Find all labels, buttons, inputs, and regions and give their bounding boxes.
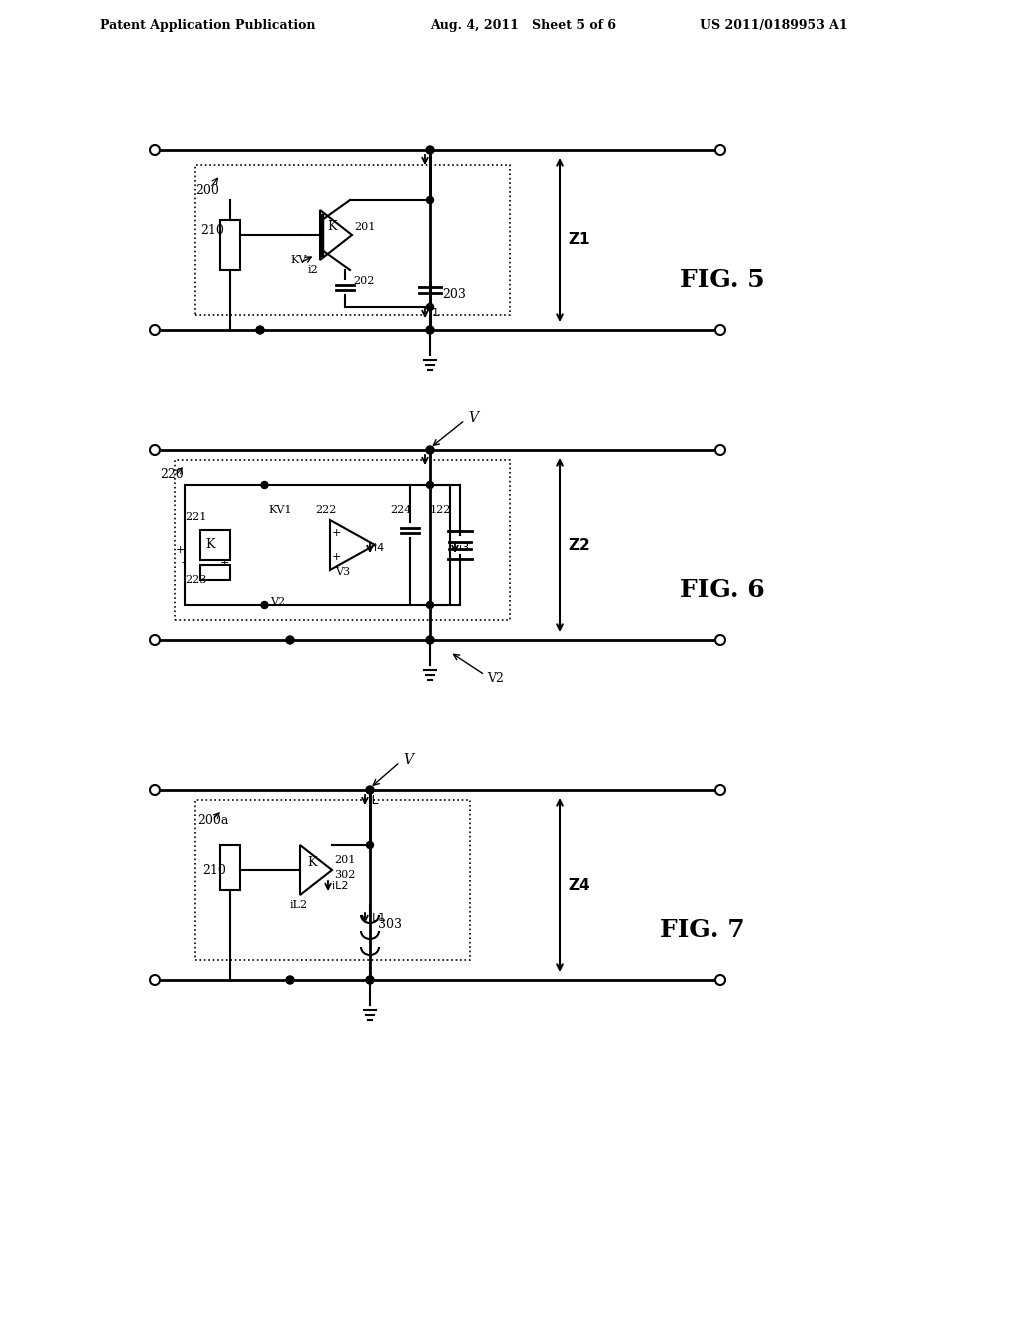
Circle shape: [426, 326, 434, 334]
Circle shape: [150, 325, 160, 335]
Circle shape: [715, 325, 725, 335]
Bar: [220, 220, 240, 271]
Bar: [175, 459, 510, 620]
Circle shape: [427, 602, 433, 609]
Text: +: +: [332, 528, 341, 539]
Circle shape: [426, 636, 434, 644]
Text: i: i: [429, 153, 432, 166]
Circle shape: [715, 145, 725, 154]
Text: -: -: [181, 558, 185, 568]
Circle shape: [715, 785, 725, 795]
Circle shape: [150, 635, 160, 645]
Text: 201: 201: [354, 222, 376, 232]
Text: V3: V3: [335, 568, 350, 577]
Circle shape: [715, 635, 725, 645]
Text: 201: 201: [334, 855, 355, 865]
Text: FIG. 6: FIG. 6: [680, 578, 765, 602]
Circle shape: [150, 975, 160, 985]
Bar: [220, 845, 240, 890]
Text: US 2011/0189953 A1: US 2011/0189953 A1: [700, 18, 848, 32]
Circle shape: [286, 975, 294, 983]
Text: FIG. 7: FIG. 7: [660, 917, 744, 942]
Text: 200a: 200a: [197, 813, 228, 826]
Text: K: K: [307, 855, 316, 869]
Circle shape: [427, 197, 433, 203]
Text: V: V: [403, 752, 413, 767]
Bar: [185, 484, 450, 605]
Text: +: +: [176, 545, 185, 554]
Text: 203: 203: [442, 289, 466, 301]
Bar: [200, 565, 230, 579]
Text: 221: 221: [185, 512, 207, 521]
Text: 210: 210: [200, 223, 224, 236]
Text: 202: 202: [353, 276, 375, 286]
Circle shape: [150, 145, 160, 154]
Text: V2: V2: [270, 597, 285, 607]
Text: i4: i4: [374, 543, 384, 553]
Text: V: V: [468, 411, 478, 425]
Text: 122: 122: [430, 506, 452, 515]
Text: i1: i1: [429, 308, 439, 318]
Bar: [195, 165, 510, 315]
Circle shape: [256, 326, 263, 334]
Text: 200: 200: [195, 183, 219, 197]
Circle shape: [286, 636, 294, 644]
Circle shape: [150, 445, 160, 455]
Circle shape: [287, 977, 294, 983]
Text: KV1: KV1: [268, 506, 292, 515]
Text: FIG. 5: FIG. 5: [680, 268, 765, 292]
Circle shape: [367, 842, 374, 849]
Text: 223: 223: [185, 576, 207, 585]
Circle shape: [427, 304, 433, 310]
Text: i3: i3: [459, 543, 469, 553]
Text: iL2: iL2: [290, 900, 308, 909]
Text: 210: 210: [202, 863, 226, 876]
Circle shape: [150, 785, 160, 795]
Text: Z2: Z2: [568, 537, 590, 553]
Text: 222: 222: [315, 506, 336, 515]
Circle shape: [366, 975, 374, 983]
Circle shape: [426, 147, 434, 154]
Circle shape: [261, 602, 268, 609]
Circle shape: [366, 785, 374, 795]
Text: i: i: [429, 454, 432, 466]
Text: iL: iL: [369, 793, 380, 807]
Circle shape: [715, 975, 725, 985]
Circle shape: [427, 482, 433, 488]
Text: Z1: Z1: [568, 232, 590, 248]
Text: KV: KV: [290, 255, 306, 265]
Bar: [200, 531, 230, 560]
Circle shape: [426, 446, 434, 454]
Text: K: K: [205, 539, 215, 552]
Text: 224: 224: [390, 506, 412, 515]
Text: V2: V2: [487, 672, 504, 685]
Text: iL2: iL2: [332, 880, 348, 891]
Text: 302: 302: [334, 870, 355, 880]
Circle shape: [256, 326, 264, 334]
Circle shape: [261, 482, 268, 488]
Text: i2: i2: [308, 265, 318, 275]
Circle shape: [715, 445, 725, 455]
Text: 220: 220: [160, 469, 183, 482]
Text: Z4: Z4: [568, 878, 590, 892]
Text: iL1: iL1: [369, 913, 385, 923]
Text: +: +: [332, 552, 341, 562]
Text: K: K: [328, 220, 337, 234]
Text: Patent Application Publication: Patent Application Publication: [100, 18, 315, 32]
Bar: [195, 800, 470, 960]
Text: +: +: [220, 558, 229, 568]
Text: Aug. 4, 2011   Sheet 5 of 6: Aug. 4, 2011 Sheet 5 of 6: [430, 18, 616, 32]
Text: 303: 303: [378, 919, 402, 932]
